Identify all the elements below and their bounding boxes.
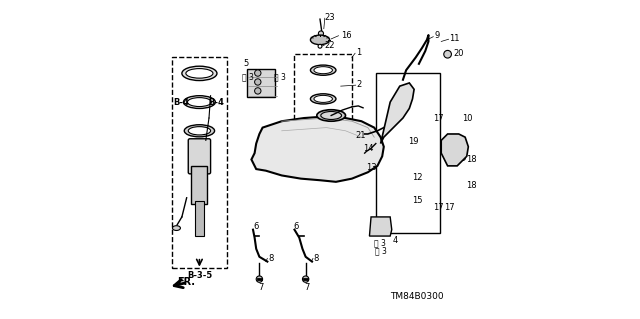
Text: FR.: FR. — [177, 277, 195, 287]
Bar — [246, 69, 275, 97]
Text: 18: 18 — [466, 181, 477, 189]
Text: 16: 16 — [340, 31, 351, 40]
Text: B-4: B-4 — [173, 98, 189, 107]
FancyBboxPatch shape — [188, 139, 211, 174]
Circle shape — [255, 70, 261, 76]
Text: 7: 7 — [259, 283, 264, 292]
Text: ⓢ 3: ⓢ 3 — [274, 72, 285, 81]
Ellipse shape — [310, 94, 336, 104]
Circle shape — [256, 276, 262, 282]
Circle shape — [460, 155, 465, 160]
Text: 6: 6 — [253, 222, 259, 231]
Bar — [294, 54, 352, 128]
Text: 4: 4 — [393, 236, 398, 245]
Ellipse shape — [184, 96, 216, 108]
Text: 21: 21 — [355, 131, 365, 140]
Bar — [376, 73, 440, 233]
Text: TM84B0300: TM84B0300 — [390, 292, 444, 301]
Circle shape — [303, 276, 309, 282]
Text: 9: 9 — [434, 31, 440, 40]
Text: 11: 11 — [449, 34, 460, 43]
Text: 20: 20 — [453, 49, 464, 58]
Ellipse shape — [310, 35, 330, 45]
Text: B-3-5: B-3-5 — [187, 271, 212, 280]
Ellipse shape — [186, 69, 213, 78]
Text: 14: 14 — [363, 144, 374, 153]
Text: 12: 12 — [412, 173, 422, 182]
Text: 8: 8 — [268, 254, 274, 263]
Text: 15: 15 — [412, 197, 422, 205]
Text: 6: 6 — [293, 222, 298, 231]
Circle shape — [460, 139, 465, 145]
Circle shape — [255, 88, 261, 94]
Ellipse shape — [321, 112, 342, 120]
Text: B-4: B-4 — [209, 98, 224, 107]
Ellipse shape — [310, 65, 336, 75]
Bar — [191, 166, 207, 204]
Ellipse shape — [317, 110, 346, 121]
Text: 8: 8 — [314, 254, 319, 263]
Bar — [172, 57, 227, 268]
Circle shape — [444, 50, 451, 58]
Ellipse shape — [188, 127, 211, 135]
Circle shape — [351, 131, 355, 135]
Text: 23: 23 — [324, 13, 335, 22]
Circle shape — [318, 44, 322, 48]
Text: 17: 17 — [433, 114, 444, 122]
Text: ⓢ 3: ⓢ 3 — [374, 238, 386, 247]
Text: 1: 1 — [356, 48, 361, 57]
Circle shape — [378, 224, 383, 229]
Text: 10: 10 — [462, 114, 472, 122]
Text: 2: 2 — [356, 80, 362, 89]
Polygon shape — [441, 134, 468, 166]
Text: 13: 13 — [366, 163, 377, 172]
Text: ⓢ 3: ⓢ 3 — [242, 72, 253, 81]
Text: 7: 7 — [305, 283, 310, 292]
Text: ⓢ 3: ⓢ 3 — [375, 246, 387, 255]
Text: 19: 19 — [408, 137, 418, 146]
Polygon shape — [381, 83, 414, 144]
Polygon shape — [369, 217, 392, 236]
Text: 5: 5 — [243, 59, 249, 68]
Circle shape — [319, 31, 323, 36]
Ellipse shape — [182, 66, 217, 81]
Ellipse shape — [314, 67, 332, 74]
Ellipse shape — [314, 95, 332, 102]
Text: 17: 17 — [444, 203, 455, 212]
Text: 17: 17 — [433, 203, 444, 212]
Polygon shape — [252, 116, 384, 182]
Ellipse shape — [184, 125, 214, 137]
Text: 18: 18 — [466, 155, 477, 164]
Ellipse shape — [188, 98, 211, 107]
Bar — [195, 201, 204, 236]
Ellipse shape — [172, 226, 180, 230]
Text: 22: 22 — [324, 41, 335, 50]
Circle shape — [255, 79, 261, 85]
